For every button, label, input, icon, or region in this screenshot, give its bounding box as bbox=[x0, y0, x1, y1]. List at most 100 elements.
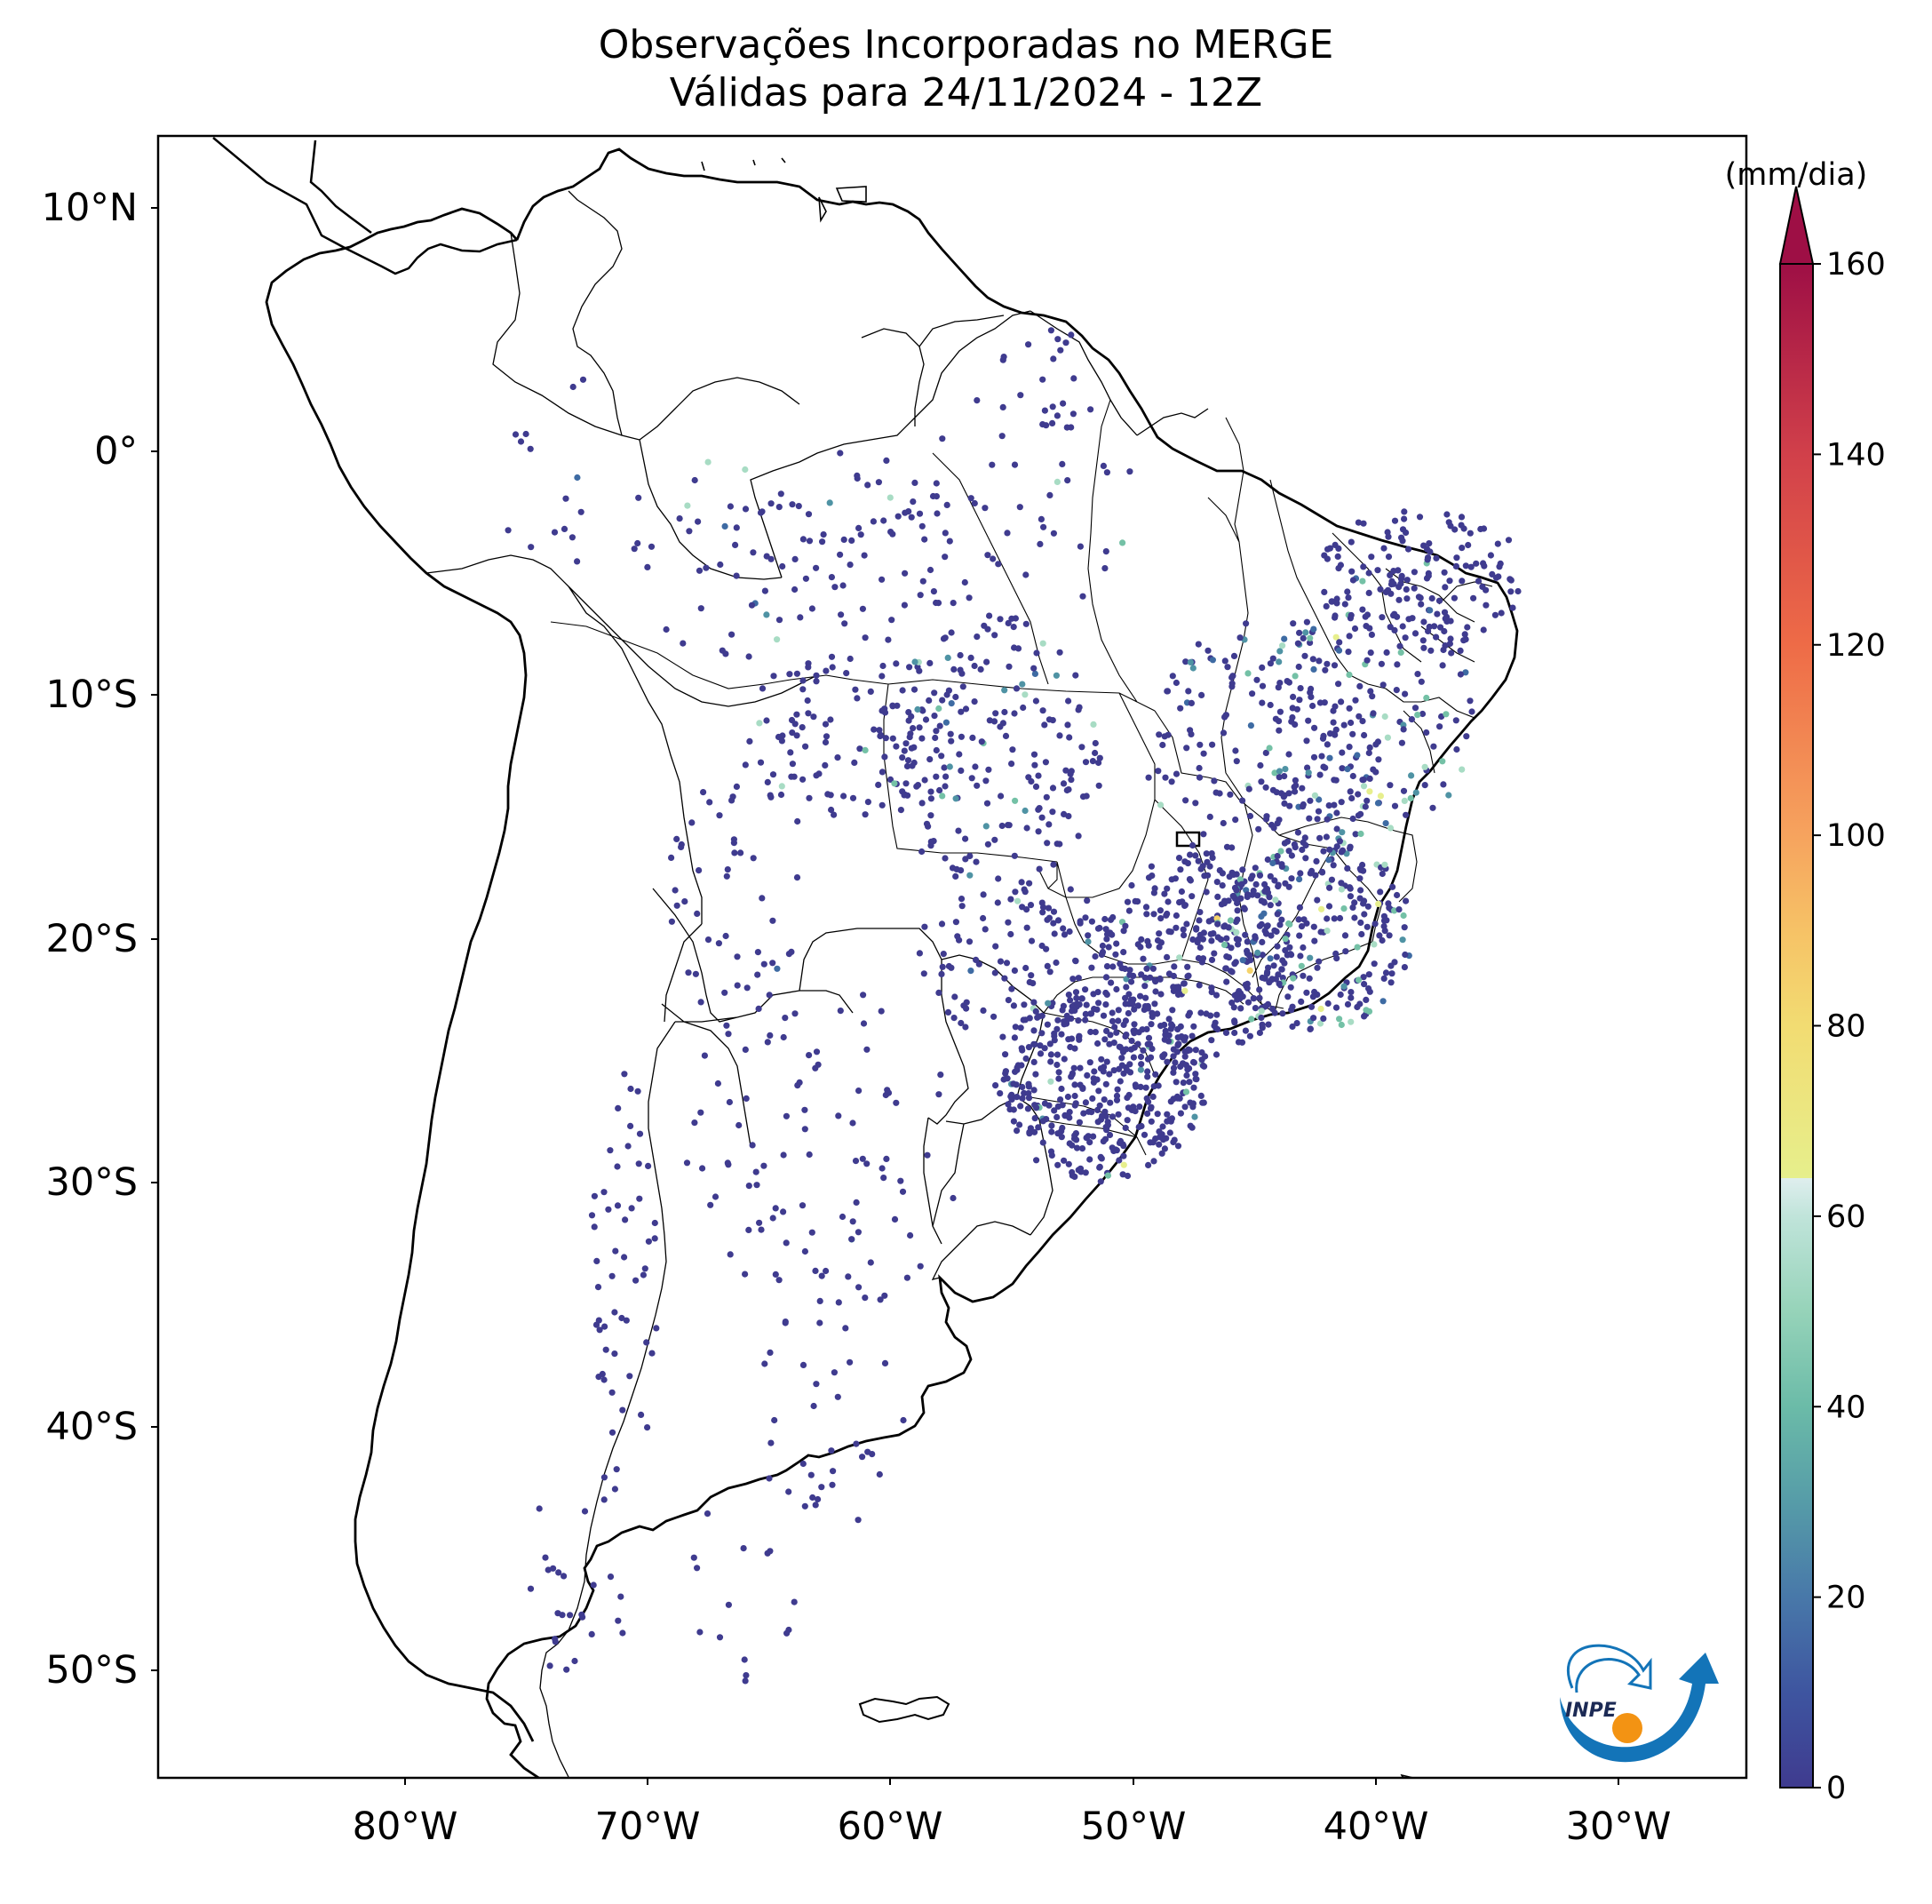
station-marker bbox=[1341, 932, 1349, 939]
station-marker bbox=[1154, 936, 1162, 944]
station-marker bbox=[782, 1318, 789, 1326]
station-marker bbox=[1266, 745, 1273, 752]
station-marker bbox=[1371, 960, 1378, 968]
station-marker bbox=[1184, 963, 1191, 970]
station-marker bbox=[1286, 802, 1293, 809]
station-marker bbox=[1453, 745, 1460, 753]
station-marker bbox=[1395, 596, 1403, 603]
station-marker bbox=[1159, 1053, 1166, 1060]
station-marker bbox=[1066, 928, 1073, 936]
station-marker bbox=[1014, 1064, 1021, 1071]
station-marker bbox=[1242, 1027, 1249, 1034]
station-marker bbox=[1222, 965, 1229, 972]
station-marker bbox=[845, 1273, 852, 1280]
station-marker bbox=[854, 472, 861, 480]
station-marker bbox=[1292, 788, 1299, 795]
station-marker bbox=[799, 686, 807, 693]
station-marker bbox=[1287, 984, 1294, 991]
station-marker bbox=[1157, 1023, 1165, 1030]
station-marker bbox=[1188, 699, 1195, 707]
station-marker bbox=[980, 891, 987, 898]
station-marker bbox=[1480, 626, 1487, 633]
station-marker bbox=[1138, 1061, 1145, 1068]
station-marker bbox=[1381, 928, 1388, 935]
station-marker bbox=[1339, 829, 1346, 836]
station-marker bbox=[622, 1216, 629, 1223]
station-marker bbox=[1168, 778, 1175, 785]
station-marker bbox=[592, 1321, 600, 1328]
station-marker bbox=[1196, 774, 1204, 781]
station-marker bbox=[1369, 693, 1376, 700]
station-marker bbox=[712, 1193, 720, 1200]
station-marker bbox=[1356, 875, 1364, 882]
station-marker bbox=[600, 1474, 608, 1481]
chart-title: Observações Incorporadas no MERGE bbox=[598, 22, 1334, 68]
station-marker bbox=[1014, 1127, 1021, 1135]
station-marker bbox=[1035, 772, 1042, 779]
station-marker bbox=[704, 1510, 712, 1518]
station-marker bbox=[1002, 732, 1010, 740]
station-marker bbox=[1402, 690, 1409, 697]
station-marker bbox=[1086, 1156, 1093, 1163]
station-marker bbox=[1168, 1021, 1175, 1028]
station-marker bbox=[1364, 657, 1371, 664]
station-marker bbox=[1117, 960, 1124, 968]
station-marker bbox=[951, 993, 958, 1000]
station-marker bbox=[1103, 963, 1111, 970]
station-marker bbox=[1196, 917, 1203, 924]
station-marker bbox=[1022, 620, 1030, 627]
station-marker bbox=[1186, 1009, 1193, 1016]
station-marker bbox=[766, 992, 773, 999]
station-marker bbox=[1302, 629, 1309, 636]
station-marker bbox=[1135, 1123, 1142, 1131]
station-marker bbox=[1320, 1015, 1327, 1022]
station-marker bbox=[992, 710, 999, 717]
station-marker bbox=[1398, 572, 1405, 580]
station-marker bbox=[805, 664, 812, 671]
station-marker bbox=[1177, 705, 1184, 712]
station-marker bbox=[786, 671, 793, 678]
station-marker bbox=[542, 1554, 549, 1561]
station-marker bbox=[1181, 980, 1188, 987]
station-marker bbox=[1156, 944, 1163, 951]
lat-tick-30s: 30°S bbox=[45, 1160, 138, 1205]
station-marker bbox=[1203, 888, 1210, 896]
station-marker bbox=[1356, 1000, 1364, 1008]
station-marker bbox=[1009, 746, 1016, 753]
station-marker bbox=[1258, 1014, 1265, 1022]
station-marker bbox=[780, 1208, 787, 1215]
station-marker bbox=[1131, 1030, 1138, 1037]
station-marker bbox=[1267, 902, 1274, 909]
station-marker bbox=[1026, 880, 1033, 887]
station-marker bbox=[775, 1277, 783, 1284]
station-marker bbox=[1418, 678, 1425, 685]
station-marker bbox=[984, 552, 991, 559]
station-marker bbox=[950, 665, 958, 673]
station-marker bbox=[871, 726, 878, 733]
station-marker bbox=[923, 820, 931, 827]
station-marker bbox=[849, 1218, 856, 1225]
station-marker bbox=[1420, 644, 1427, 651]
station-marker bbox=[1297, 952, 1304, 960]
station-marker bbox=[1086, 1059, 1093, 1066]
station-marker bbox=[1401, 797, 1408, 805]
station-marker bbox=[734, 953, 741, 960]
station-marker bbox=[1352, 697, 1359, 704]
station-marker bbox=[952, 872, 959, 880]
station-marker bbox=[1002, 1051, 1009, 1058]
station-marker bbox=[862, 811, 869, 818]
station-marker bbox=[1311, 724, 1318, 731]
station-marker bbox=[1054, 1016, 1061, 1024]
station-marker bbox=[780, 1151, 787, 1159]
station-marker bbox=[1340, 721, 1348, 729]
station-marker bbox=[1294, 640, 1301, 647]
station-marker bbox=[1459, 545, 1466, 552]
station-marker bbox=[1038, 814, 1046, 821]
station-marker bbox=[1433, 554, 1440, 562]
station-marker bbox=[1048, 1151, 1055, 1159]
station-marker bbox=[1064, 721, 1071, 729]
station-marker bbox=[753, 1182, 760, 1189]
station-marker bbox=[763, 717, 770, 724]
station-marker bbox=[663, 625, 670, 633]
station-marker bbox=[1067, 1043, 1074, 1051]
